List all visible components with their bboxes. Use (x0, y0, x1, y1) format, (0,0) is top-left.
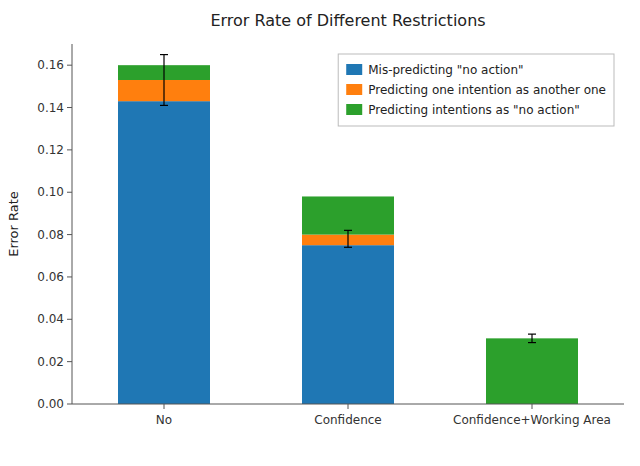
y-tick-label: 0.02 (37, 355, 64, 369)
error-bar (160, 55, 168, 106)
error-bar (344, 230, 352, 247)
error-bar (528, 334, 536, 342)
error-bar-line (347, 230, 348, 247)
y-tick (67, 361, 72, 362)
x-tick (348, 404, 349, 409)
error-bar-cap (528, 334, 536, 335)
legend-label: Mis-predicting "no action" (368, 63, 523, 77)
y-tick-label: 0.12 (37, 143, 64, 157)
y-tick (67, 107, 72, 108)
x-tick (164, 404, 165, 409)
legend-swatch (346, 64, 362, 75)
x-tick-label: Confidence (314, 413, 381, 427)
x-tick-label: No (156, 413, 172, 427)
error-bar-line (531, 334, 532, 342)
y-tick (67, 276, 72, 277)
error-bar-cap (344, 230, 352, 231)
y-axis-line (72, 44, 73, 404)
y-tick-label: 0.10 (37, 185, 64, 199)
y-tick (67, 149, 72, 150)
x-axis-line (72, 404, 624, 405)
bar (118, 101, 210, 404)
y-tick-label: 0.08 (37, 228, 64, 242)
error-bar-cap (160, 54, 168, 55)
bar (302, 245, 394, 404)
y-tick (67, 234, 72, 235)
bar (486, 338, 578, 404)
chart: Error Rate of Different Restrictions Erro… (0, 0, 640, 466)
y-tick (67, 319, 72, 320)
legend: Mis-predicting "no action" Predicting one… (338, 54, 614, 126)
error-bar-cap (528, 342, 536, 343)
title: Error Rate of Different Restrictions (210, 11, 485, 30)
y-tick-label: 0.14 (37, 101, 64, 115)
error-bar-cap (344, 247, 352, 248)
bar (302, 196, 394, 234)
y-tick-label: 0.04 (37, 312, 64, 326)
legend-swatch (346, 104, 362, 115)
legend-box (338, 54, 614, 126)
y-tick-label: 0.06 (37, 270, 64, 284)
y-axis-label: Error Rate (6, 191, 21, 257)
x-tick (532, 404, 533, 409)
legend-swatch (346, 84, 362, 95)
error-bar-line (163, 55, 164, 106)
y-tick (67, 404, 72, 405)
error-bar-cap (160, 105, 168, 106)
y-tick-label: 0.16 (37, 58, 64, 72)
y-tick-label: 0.00 (37, 397, 64, 411)
y-tick (67, 65, 72, 66)
legend-label: Predicting one intention as another one (368, 83, 606, 97)
legend-label: Predicting intentions as "no action" (368, 103, 580, 117)
y-tick (67, 192, 72, 193)
x-tick-label: Confidence+Working Area (453, 413, 611, 427)
